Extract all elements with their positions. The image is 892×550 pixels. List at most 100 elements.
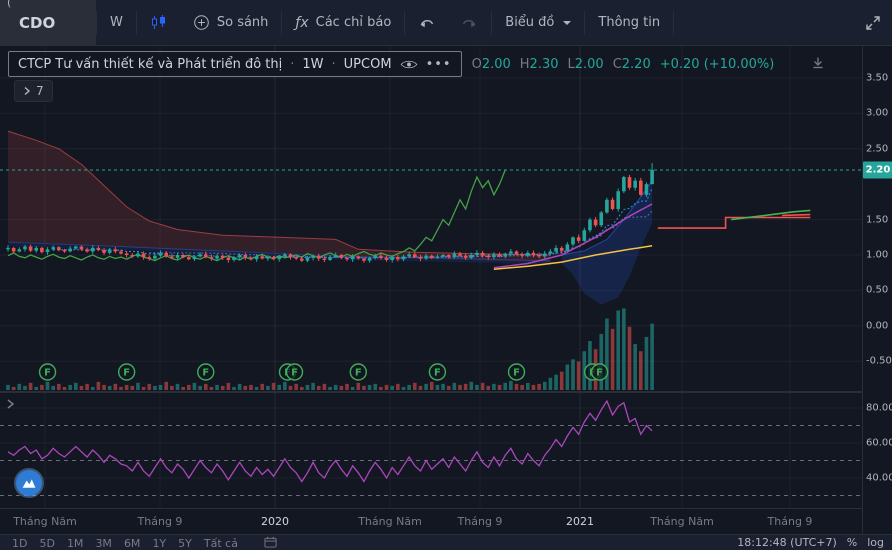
time-axis-label: 2021 <box>566 515 594 528</box>
toolbar-separator <box>96 10 97 35</box>
redo-icon <box>461 16 478 30</box>
time-axis-label: Tháng Năm <box>13 515 77 528</box>
price-axis-label: 1.00 <box>866 249 889 261</box>
ohlc-values: O2.00 H2.30 L2.00 C2.20 +0.20 (+10.00%) <box>471 56 775 72</box>
price-axis-label: 0.00 <box>866 320 889 332</box>
price-axis[interactable]: 3.50 3.00 2.50 1.50 1.00 0.50 0.00 -0.50 2.20 80.… <box>862 46 892 534</box>
broker-logo-icon <box>16 470 42 496</box>
legend-source-box[interactable]: CTCP Tư vấn thiết kế và Phát triển đô th… <box>8 51 462 77</box>
scroll-to-recent-icon[interactable] <box>810 55 826 71</box>
indicator-count: 7 <box>36 84 44 98</box>
price-axis-label: 3.50 <box>866 72 889 84</box>
toolbar-separator <box>584 10 586 35</box>
chevron-down-icon <box>563 20 572 25</box>
range-buttons: 1D 5D 1M 3M 6M 1Y 5Y Tất cả <box>0 535 238 550</box>
chart-layout-button[interactable]: Biểu đồ <box>492 0 584 45</box>
toolbar-separator <box>281 10 283 35</box>
symbol-search-button[interactable]: CDO <box>0 0 96 45</box>
price-axis-label: -0.50 <box>866 355 892 367</box>
fullscreen-icon <box>864 14 882 32</box>
high-value: 2.30 <box>529 56 559 72</box>
indicators-button[interactable]: ƒx Các chỉ báo <box>282 0 404 45</box>
price-axis-label: 3.00 <box>866 107 889 119</box>
indicators-label: Các chỉ báo <box>315 15 392 30</box>
time-axis-label: Tháng Năm <box>650 515 714 528</box>
eye-icon[interactable] <box>400 59 418 70</box>
undo-icon <box>418 16 435 30</box>
symbol-title: CTCP Tư vấn thiết kế và Phát triển đô th… <box>18 56 283 72</box>
time-axis-label: Tháng 9 <box>767 515 813 528</box>
more-options-icon[interactable]: ••• <box>425 56 452 72</box>
rsi-axis-label: 80.00 <box>866 402 892 414</box>
last-price-badge: 2.20 <box>863 161 892 179</box>
symbol-label: CDO <box>19 13 56 32</box>
range-button[interactable]: 1M <box>66 537 84 550</box>
collapsed-indicators-pill[interactable]: 7 <box>14 80 53 102</box>
compare-label: So sánh <box>216 15 269 30</box>
time-axis-label: Tháng Năm <box>358 515 422 528</box>
top-toolbar: CDO W So sánh ƒx Các chỉ báo <box>0 0 892 46</box>
partial-window-title: ( <box>7 0 12 9</box>
legend-tools <box>810 55 826 71</box>
time-axis-label: Tháng 9 <box>457 515 503 528</box>
price-axis-label: 0.50 <box>866 284 889 296</box>
toolbar-separator <box>673 10 675 35</box>
log-scale-toggle[interactable]: log <box>867 536 884 549</box>
svg-text:F: F <box>355 368 362 379</box>
range-button[interactable]: 1Y <box>152 537 167 550</box>
bottom-bar: 1D 5D 1M 3M 6M 1Y 5Y Tất cả 18:12:48 (UTC+7) % … <box>0 534 892 550</box>
low-value: 2.00 <box>574 56 604 72</box>
toolbar-separator <box>135 10 137 35</box>
clock[interactable]: 18:12:48 (UTC+7) <box>737 536 837 549</box>
range-button[interactable]: 6M <box>123 537 141 550</box>
toolbar-separator <box>491 10 493 35</box>
info-button[interactable]: Thông tin <box>585 0 673 45</box>
price-axis-label: 2.50 <box>866 143 889 155</box>
chart-style-button[interactable] <box>137 0 180 45</box>
price-chart-canvas[interactable]: FFFFFFFFFF <box>0 46 862 508</box>
range-button[interactable]: 3M <box>95 537 112 550</box>
time-axis-label: 2020 <box>261 515 289 528</box>
redo-button[interactable] <box>448 0 491 45</box>
chart-legend: CTCP Tư vấn thiết kế và Phát triển đô th… <box>8 51 774 77</box>
undo-button[interactable] <box>405 0 448 45</box>
time-axis-label: Tháng 9 <box>137 515 183 528</box>
range-button[interactable]: 1D <box>12 537 28 550</box>
range-button[interactable]: Tất cả <box>203 537 238 550</box>
legend-exchange: UPCOM <box>343 56 392 72</box>
svg-text:F: F <box>44 368 51 379</box>
chevron-right-icon <box>23 86 31 96</box>
close-value: 2.20 <box>621 56 651 72</box>
open-value: 2.00 <box>481 56 511 72</box>
change-value: +0.20 (+10.00%) <box>659 56 775 72</box>
svg-text:F: F <box>596 368 603 379</box>
svg-text:F: F <box>513 368 520 379</box>
svg-text:F: F <box>291 368 298 379</box>
interval-label: W <box>110 15 123 30</box>
range-button[interactable]: 5Y <box>178 537 192 550</box>
compare-button[interactable]: So sánh <box>180 0 282 45</box>
compare-plus-icon <box>193 14 210 31</box>
chart-layout-label: Biểu đồ <box>505 15 555 30</box>
rsi-line <box>7 399 653 483</box>
info-label: Thông tin <box>598 15 661 30</box>
toolbar-separator <box>404 10 406 35</box>
candlestick-icon <box>150 14 167 31</box>
event-markers-layer: FFFFFFFFFF <box>38 363 609 381</box>
fx-icon: ƒx <box>295 14 309 31</box>
ichimoku-cloud-layer <box>7 130 811 305</box>
percent-scale-toggle[interactable]: % <box>846 536 858 549</box>
interval-button[interactable]: W <box>97 0 136 45</box>
pane-expand-button[interactable] <box>4 396 16 415</box>
calendar-icon[interactable] <box>238 535 277 548</box>
candles-layer <box>6 162 654 263</box>
svg-text:F: F <box>202 368 209 379</box>
svg-text:F: F <box>123 368 130 379</box>
rsi-axis-label: 60.00 <box>866 437 892 449</box>
fullscreen-button[interactable] <box>854 0 892 45</box>
range-button[interactable]: 5D <box>39 537 55 550</box>
grid-layer <box>0 46 862 508</box>
time-axis[interactable]: Tháng Năm Tháng 9 2020 Tháng Năm Tháng 9 2021… <box>0 508 862 535</box>
rsi-axis-label: 40.00 <box>866 472 892 484</box>
